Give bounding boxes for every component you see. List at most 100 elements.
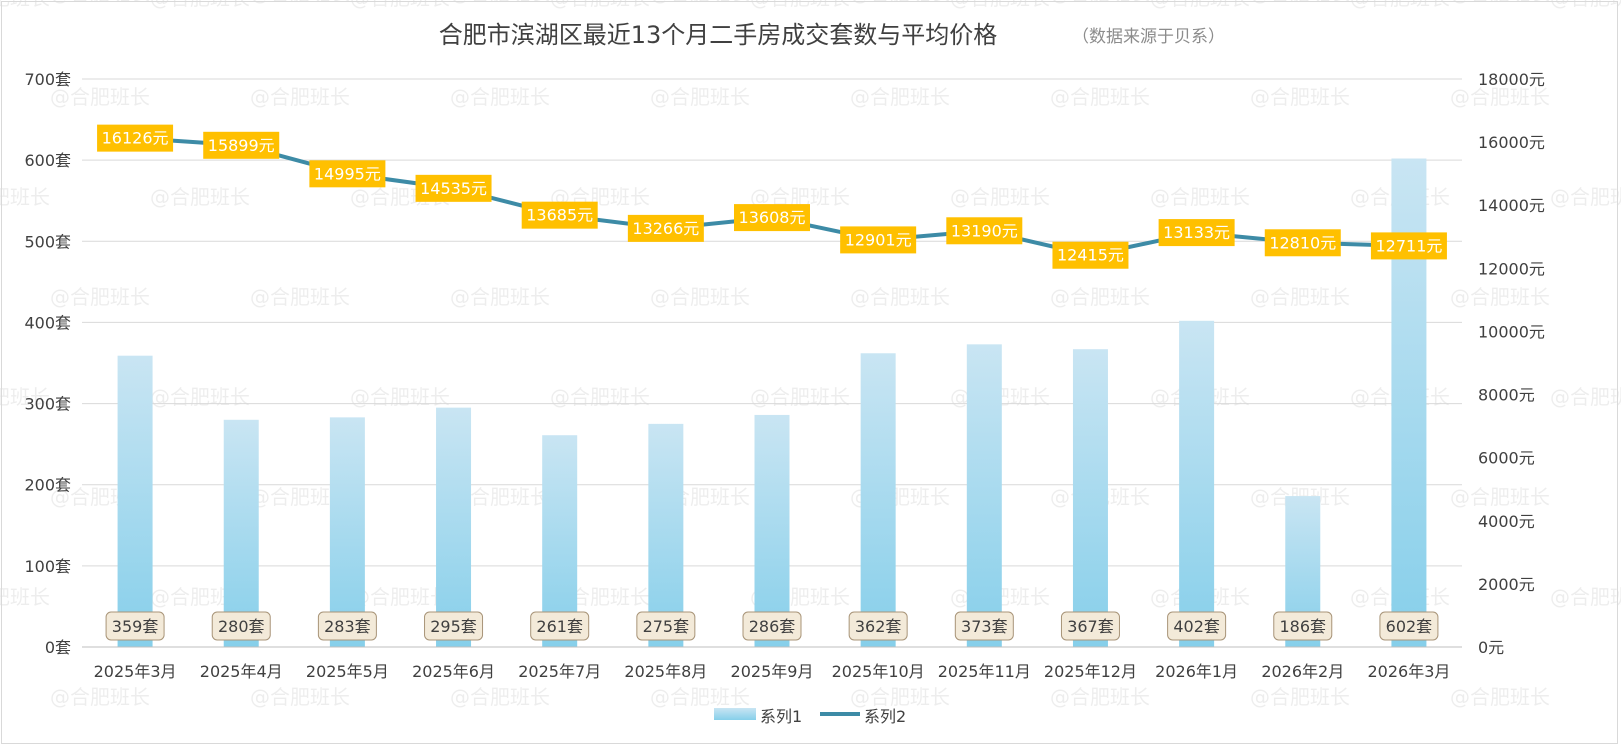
bar bbox=[329, 417, 365, 647]
watermark-text: @合肥班长 bbox=[1550, 385, 1621, 409]
bar bbox=[1072, 349, 1108, 647]
line-label-box bbox=[1052, 241, 1129, 269]
y-right-tick-label: 4000元 bbox=[1478, 512, 1535, 531]
line-data-label: 16126元 bbox=[102, 129, 169, 148]
bar-data-label: 186套 bbox=[1279, 617, 1326, 636]
watermark-text: @合肥班长 bbox=[650, 85, 750, 109]
bar-label-box bbox=[105, 611, 165, 641]
watermark-text: @合肥班长 bbox=[250, 0, 350, 5]
watermark-text: @合肥班长 bbox=[0, 385, 50, 409]
bar bbox=[1179, 320, 1215, 647]
y-left-tick-label: 0套 bbox=[45, 638, 71, 657]
watermark-text: @合肥班长 bbox=[1250, 285, 1350, 309]
y-left-tick-label: 300套 bbox=[24, 395, 71, 414]
y-right-tick-label: 10000元 bbox=[1478, 322, 1545, 341]
watermark-text: @合肥班长 bbox=[450, 85, 550, 109]
watermark-text: @合肥班长 bbox=[850, 85, 950, 109]
line-data-label: 13266元 bbox=[632, 219, 699, 238]
y-right-tick-label: 0元 bbox=[1478, 638, 1504, 657]
watermark-text: @合肥班长 bbox=[350, 585, 450, 609]
legend-label-series1: 系列1 bbox=[760, 707, 802, 726]
bar-label-box bbox=[954, 611, 1014, 641]
watermark-text: @合肥班长 bbox=[1550, 185, 1621, 209]
line-data-label: 13608元 bbox=[739, 208, 806, 227]
watermark-text: @合肥班长 bbox=[1450, 685, 1550, 709]
chart-title-group: 合肥市滨湖区最近13个月二手房成交套数与平均价格 （数据来源于贝系） bbox=[439, 21, 1225, 49]
watermark-text: @合肥班长 bbox=[250, 685, 350, 709]
bar-label-box bbox=[1167, 611, 1227, 641]
line-data-label: 12810元 bbox=[1269, 233, 1336, 252]
watermark-text: @合肥班长 bbox=[1550, 0, 1621, 10]
line-data-label: 12415元 bbox=[1057, 246, 1124, 265]
line-data-label: 14995元 bbox=[314, 164, 381, 183]
bar-data-label: 367套 bbox=[1067, 617, 1114, 636]
bar-label-box bbox=[530, 611, 590, 641]
data-labels: 359套 280套 283套 295套 261套 275套 286套 362套 373套 367套… bbox=[97, 124, 1447, 641]
bar-data-label: 362套 bbox=[855, 617, 902, 636]
watermark-text: @合肥班长 bbox=[450, 685, 550, 709]
bar-label-box bbox=[1273, 611, 1333, 641]
bar-data-label: 602套 bbox=[1386, 617, 1433, 636]
bar bbox=[754, 414, 790, 647]
line-label-box bbox=[627, 214, 704, 242]
legend: 系列1 系列2 bbox=[714, 707, 906, 726]
chart-subtitle: （数据来源于贝系） bbox=[1072, 27, 1225, 47]
axes: 0套 100套 200套 300套 400套 500套 600套 700套 0元 2000元 400… bbox=[24, 70, 1544, 681]
bar-label-box bbox=[317, 611, 377, 641]
watermark-text: @合肥班长 bbox=[1450, 0, 1550, 5]
watermark-text: @合肥班长 bbox=[550, 0, 650, 10]
y-right-tick-label: 12000元 bbox=[1478, 259, 1545, 278]
x-tick-label: 2025年10月 bbox=[832, 662, 925, 681]
bar-data-label: 283套 bbox=[324, 617, 371, 636]
watermark-text: @合肥班长 bbox=[750, 0, 850, 10]
bar-label-box bbox=[1379, 611, 1439, 641]
watermark-text: @合肥班长 bbox=[350, 385, 450, 409]
line-label-box bbox=[946, 217, 1023, 245]
bar-data-label: 275套 bbox=[643, 617, 690, 636]
line-data-label: 14535元 bbox=[420, 179, 487, 198]
line-label-box bbox=[734, 204, 810, 232]
bar bbox=[966, 344, 1002, 647]
watermark-text: @合肥班长 bbox=[150, 0, 250, 10]
watermark-text: @合肥班长 bbox=[1350, 0, 1450, 10]
watermark-text: @合肥班长 bbox=[1450, 285, 1550, 309]
bar-data-label: 286套 bbox=[749, 617, 796, 636]
watermark-text: @合肥班长 bbox=[50, 85, 150, 109]
x-tick-label: 2025年8月 bbox=[624, 662, 707, 681]
watermark-text: @合肥班长 bbox=[50, 285, 150, 309]
watermark-text: @合肥班长 bbox=[350, 0, 450, 10]
x-tick-label: 2026年3月 bbox=[1367, 662, 1450, 681]
watermark-text: @合肥班长 bbox=[950, 0, 1050, 10]
watermark-text: @合肥班长 bbox=[950, 185, 1050, 209]
watermark-text: @合肥班长 bbox=[250, 285, 350, 309]
watermark-text: @合肥班长 bbox=[0, 585, 50, 609]
watermark-text: @合肥班长 bbox=[1450, 485, 1550, 509]
line-label-box bbox=[97, 124, 174, 152]
bar-data-label: 359套 bbox=[112, 617, 159, 636]
bar-data-label: 280套 bbox=[218, 617, 265, 636]
line-data-label: 12901元 bbox=[845, 230, 912, 249]
line-label-box bbox=[415, 174, 492, 202]
watermark-text: @合肥班长 bbox=[0, 0, 50, 10]
bar bbox=[1391, 158, 1427, 647]
line-label-box bbox=[521, 201, 598, 229]
chart-title: 合肥市滨湖区最近13个月二手房成交套数与平均价格 bbox=[439, 21, 998, 49]
watermark-text: @合肥班长 bbox=[0, 185, 50, 209]
watermark-text: @合肥班长 bbox=[650, 685, 750, 709]
y-right-tick-label: 18000元 bbox=[1478, 70, 1545, 89]
watermark-text: @合肥班长 bbox=[1250, 685, 1350, 709]
x-tick-label: 2025年3月 bbox=[94, 662, 177, 681]
x-tick-label: 2025年12月 bbox=[1044, 662, 1137, 681]
bar-data-label: 402套 bbox=[1173, 617, 1220, 636]
watermark-text: @合肥班长 bbox=[650, 285, 750, 309]
line-data-label: 13685元 bbox=[526, 206, 593, 225]
y-left-tick-label: 400套 bbox=[24, 313, 71, 332]
y-right-tick-label: 14000元 bbox=[1478, 196, 1545, 215]
bar-label-box bbox=[211, 611, 271, 641]
legend-label-series2: 系列2 bbox=[864, 707, 906, 726]
y-left-tick-label: 700套 bbox=[24, 70, 71, 89]
watermark-text: @合肥班长 bbox=[850, 0, 950, 5]
y-right-tick-label: 16000元 bbox=[1478, 133, 1545, 152]
y-left-tick-label: 100套 bbox=[24, 557, 71, 576]
